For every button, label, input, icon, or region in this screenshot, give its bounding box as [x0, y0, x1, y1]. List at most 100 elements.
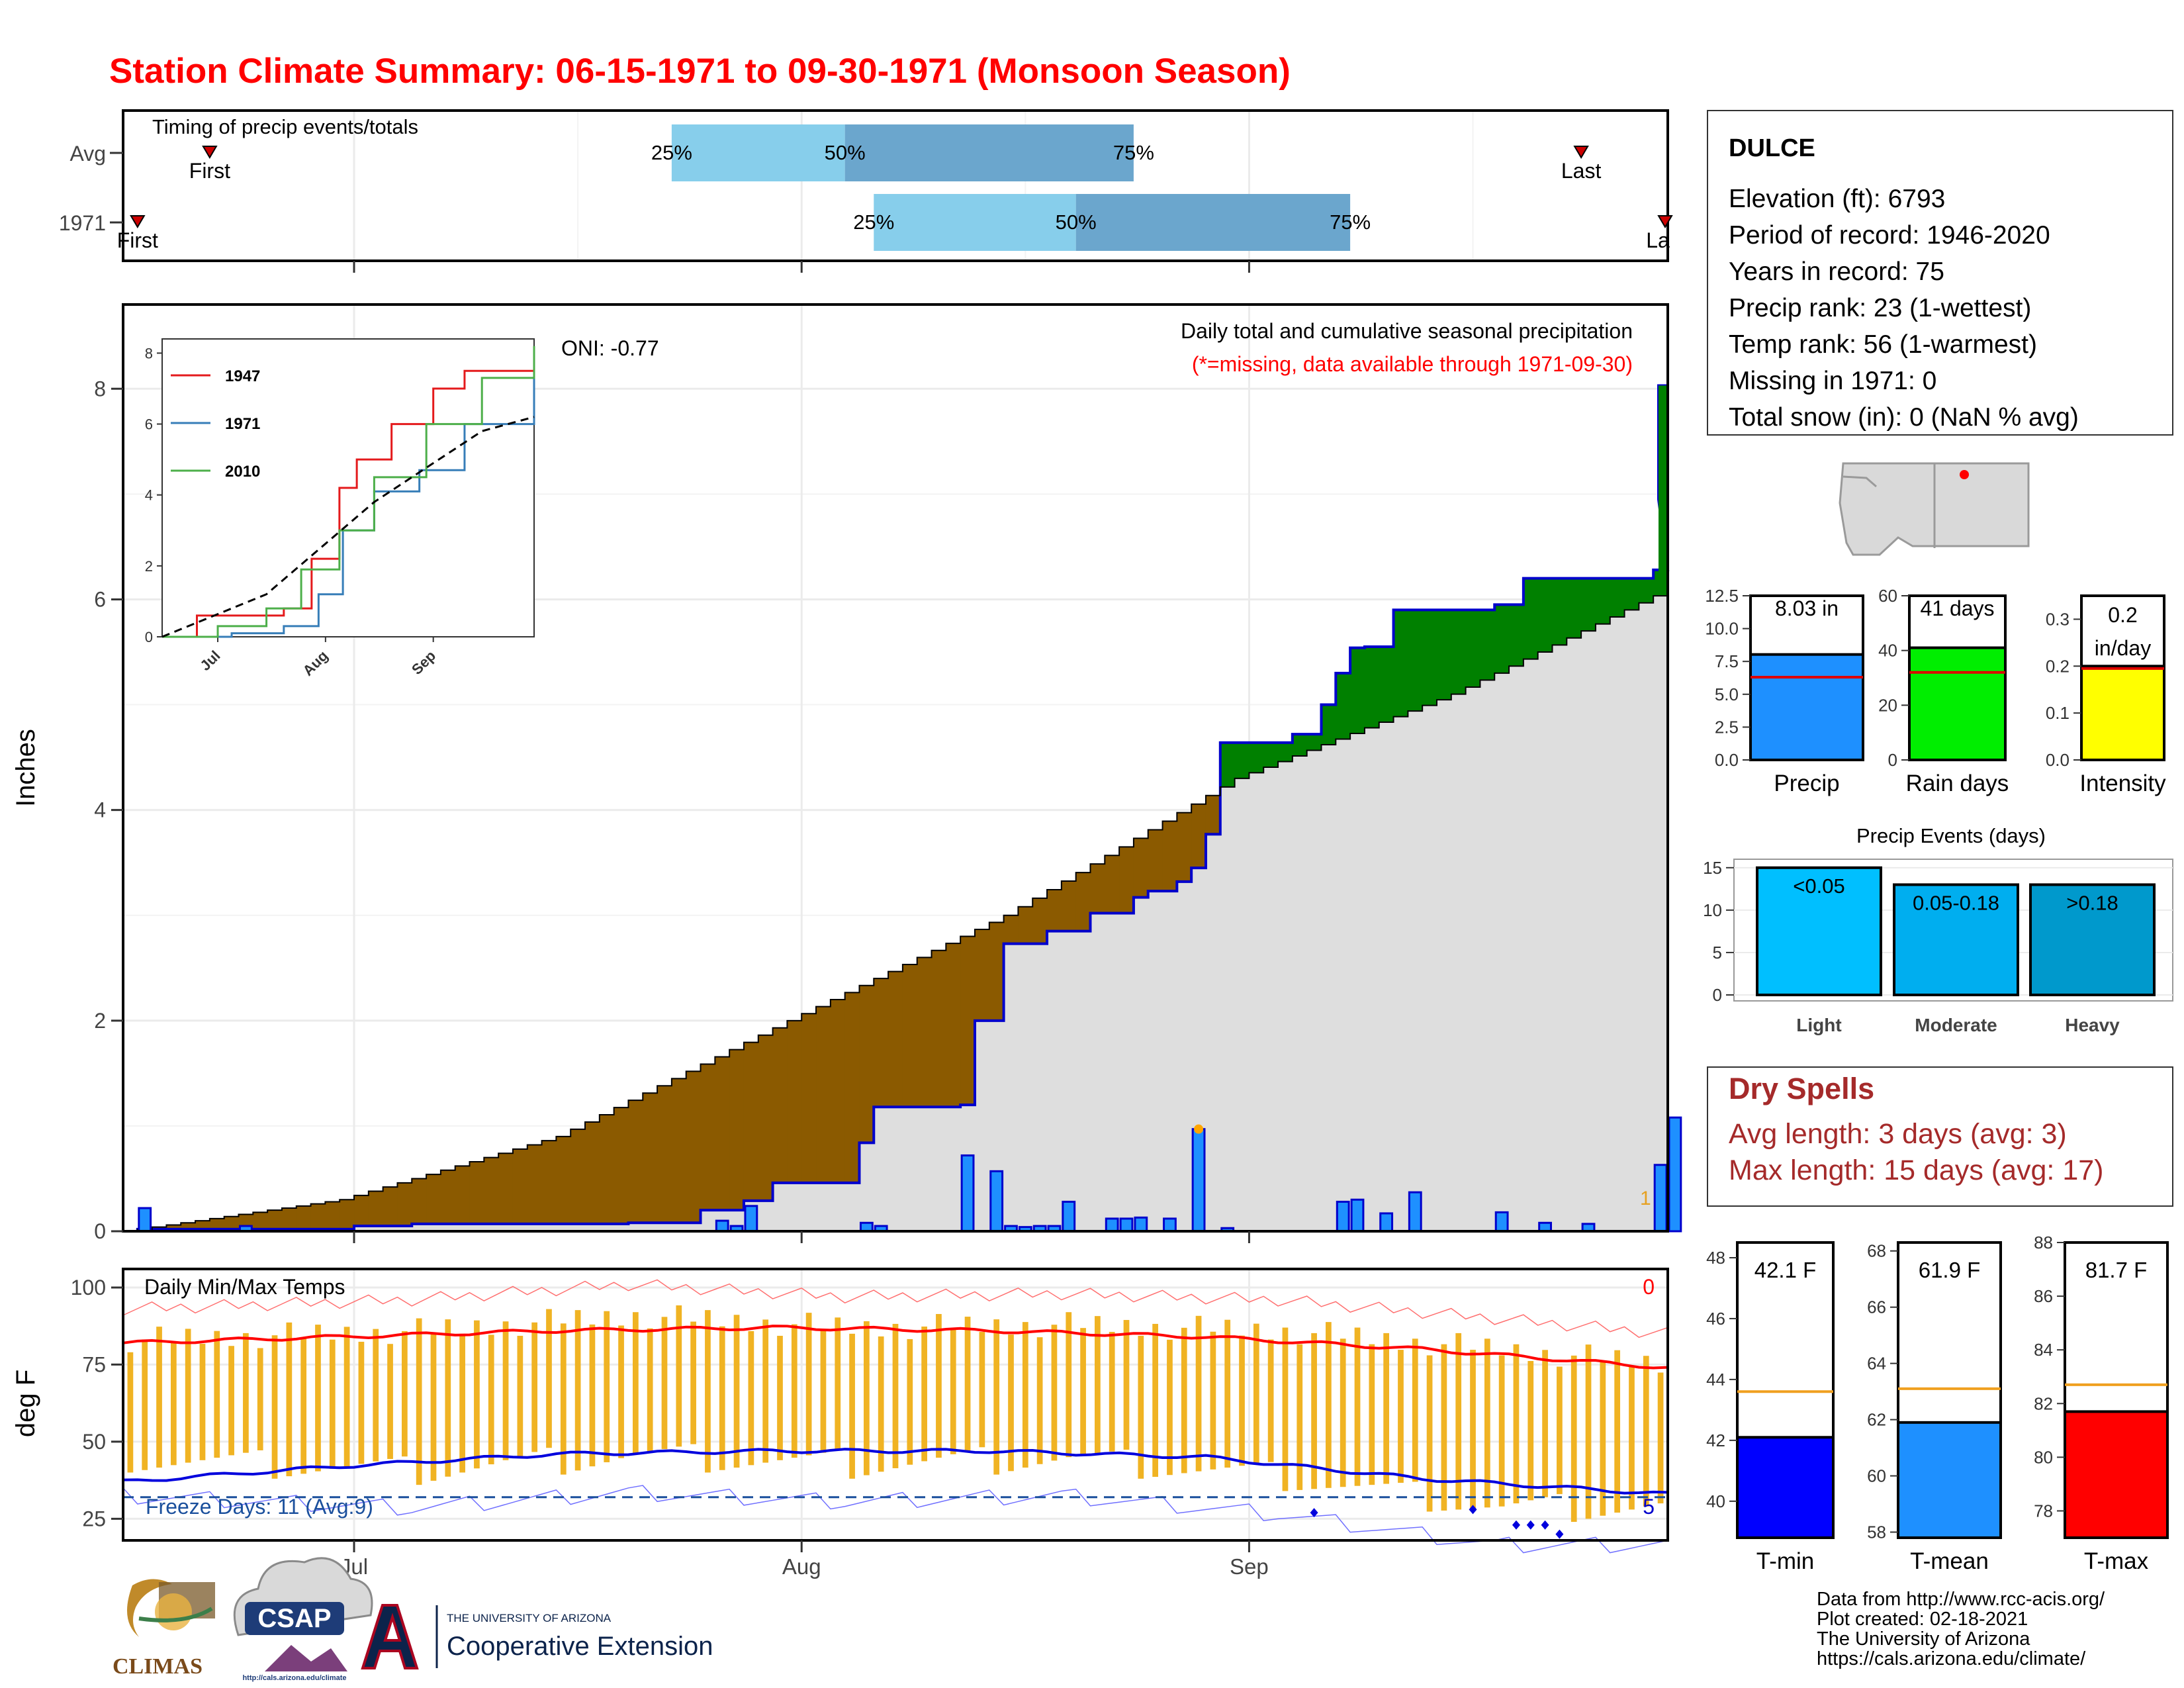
daily-temp-bar	[892, 1323, 899, 1468]
avg-cumulative-area	[412, 1223, 427, 1231]
deficit-area	[974, 929, 990, 1021]
avg-cumulative-area	[1075, 931, 1091, 1231]
inset-legend-label: 1971	[225, 415, 260, 433]
avg-cumulative-area	[1581, 631, 1596, 1231]
avg-cumulative-area	[1422, 705, 1437, 1231]
freeze-day-marker	[1512, 1520, 1520, 1530]
dry-spells-box: Dry Spells Avg length: 3 days (avg: 3) M…	[1707, 1066, 2173, 1207]
surplus-area	[1509, 604, 1524, 667]
daily-temp-bar	[1354, 1327, 1361, 1486]
surplus-area	[1639, 578, 1654, 603]
summary-ytick-label: 20	[1878, 695, 1897, 715]
deficit-area	[325, 1201, 340, 1229]
inset-ytick-label: 6	[145, 416, 153, 433]
daily-temp-bar	[574, 1310, 581, 1471]
precip-frame	[122, 303, 1669, 1233]
daily-temp-bar	[993, 1319, 1000, 1475]
timing-bar-q25-q50	[874, 194, 1076, 251]
daily-precip-bar	[960, 1154, 975, 1233]
avg-max-temp-line	[122, 1325, 1668, 1370]
avg-cumulative-area	[1177, 881, 1192, 1231]
csap-logo: CSAP http://cals.arizona.edu/climate	[233, 1557, 373, 1682]
daily-temp-bar	[185, 1329, 191, 1463]
precip-missing-note: (*=missing, data available through 1971-…	[1192, 352, 1633, 376]
footer-line-2: Plot created: 02-18-2021	[1817, 1609, 2028, 1630]
avg-cumulative-area	[614, 1223, 629, 1231]
daily-temp-bar	[1340, 1338, 1346, 1487]
temp-summary-t-min: 42.1 F 40 42 44 46 48 T-min	[1706, 1241, 1835, 1574]
inset-series-1947	[162, 360, 535, 638]
surplus-area	[1364, 647, 1380, 728]
events-ytick-label: 15	[1703, 858, 1722, 878]
daily-precip-bar	[1494, 1211, 1509, 1233]
surplus-area	[1595, 578, 1611, 624]
avg-cumulative-area	[1119, 913, 1134, 1231]
inset-legend-label: 2010	[225, 463, 260, 481]
avg-cumulative-area	[527, 1223, 543, 1231]
daily-temp-bar	[762, 1319, 769, 1463]
deficit-area	[1003, 915, 1019, 944]
deficit-area	[556, 1136, 571, 1224]
surplus-area	[1263, 742, 1279, 767]
freeze-day-marker	[1310, 1508, 1318, 1518]
surplus-area	[1249, 742, 1264, 773]
temp-summary-charts: 42.1 F 40 42 44 46 48 T-min 61.9 F 58 60 62 64 66 68 T…	[1706, 1233, 2169, 1574]
deficit-area	[614, 1107, 629, 1224]
timing-pct-50: 50%	[825, 141, 866, 164]
climas-logo-text: CLIMAS	[113, 1654, 203, 1679]
daily-temp-bar	[936, 1314, 942, 1458]
daily-temp-bar	[271, 1335, 278, 1479]
ua-main-text: Cooperative Extension	[447, 1632, 713, 1661]
timing-pct-75: 75%	[1113, 141, 1154, 164]
temp-bar	[2064, 1410, 2169, 1539]
deficit-area	[830, 1000, 846, 1183]
daily-temp-bar	[921, 1326, 927, 1462]
station-elevation: Elevation (ft): 6793	[1729, 185, 1945, 213]
daily-temp-bar	[864, 1321, 870, 1476]
temp-ytick-label: 75	[82, 1352, 106, 1376]
avg-cumulative-area	[1105, 913, 1120, 1231]
summary-ytick-label: 0	[1888, 750, 1897, 770]
events-title: Precip Events (days)	[1856, 824, 2046, 847]
surplus-area	[1567, 578, 1582, 638]
first-event-marker	[130, 215, 146, 228]
avg-cumulative-area	[1148, 891, 1163, 1231]
station-name: DULCE	[1729, 134, 1815, 162]
daily-temp-bar	[1643, 1356, 1649, 1507]
summary-ytick-label: 0.2	[2046, 656, 2070, 676]
summary-xlabel: Rain days	[1906, 771, 2009, 796]
precip-ytick-label: 4	[94, 798, 106, 822]
surplus-area	[1336, 673, 1351, 739]
deficit-area	[671, 1078, 687, 1223]
daily-temp-bar	[1412, 1338, 1418, 1482]
last-event-label: Last	[1561, 159, 1602, 183]
daily-temp-bar	[705, 1310, 711, 1473]
daily-temp-bar	[618, 1325, 624, 1458]
daily-precip-bar	[1408, 1191, 1422, 1233]
timing-bar-q25-q50	[671, 124, 845, 181]
ua-extension-logo: THE UNIVERSITY OF ARIZONA Cooperative Ex…	[361, 1604, 713, 1669]
daily-temp-bar	[604, 1311, 610, 1462]
avg-cumulative-area	[1451, 694, 1467, 1231]
deficit-area	[296, 1205, 312, 1229]
first-event-label: First	[117, 228, 158, 252]
summary-xlabel: Intensity	[2079, 771, 2166, 796]
avg-cumulative-area	[686, 1223, 702, 1231]
temp-ylabel: deg F	[11, 1370, 40, 1437]
university-a-icon	[361, 1604, 419, 1669]
surplus-area	[1537, 578, 1553, 652]
temp-bar-ytick-label: 48	[1706, 1248, 1725, 1268]
deficit-area	[1177, 812, 1192, 882]
deficit-area	[340, 1199, 355, 1229]
daily-temp-bar	[1398, 1350, 1404, 1483]
avg-cumulative-area	[801, 1182, 817, 1231]
daily-temp-bar	[502, 1321, 509, 1460]
daily-temp-bar	[358, 1341, 365, 1464]
daily-temp-bar	[373, 1329, 379, 1462]
surplus-area	[1278, 742, 1293, 762]
surplus-area	[1624, 578, 1639, 610]
daily-temp-bar	[214, 1331, 220, 1458]
avg-cumulative-area	[1537, 652, 1553, 1231]
avg-cumulative-area	[1162, 891, 1177, 1231]
surplus-area	[1379, 647, 1394, 723]
